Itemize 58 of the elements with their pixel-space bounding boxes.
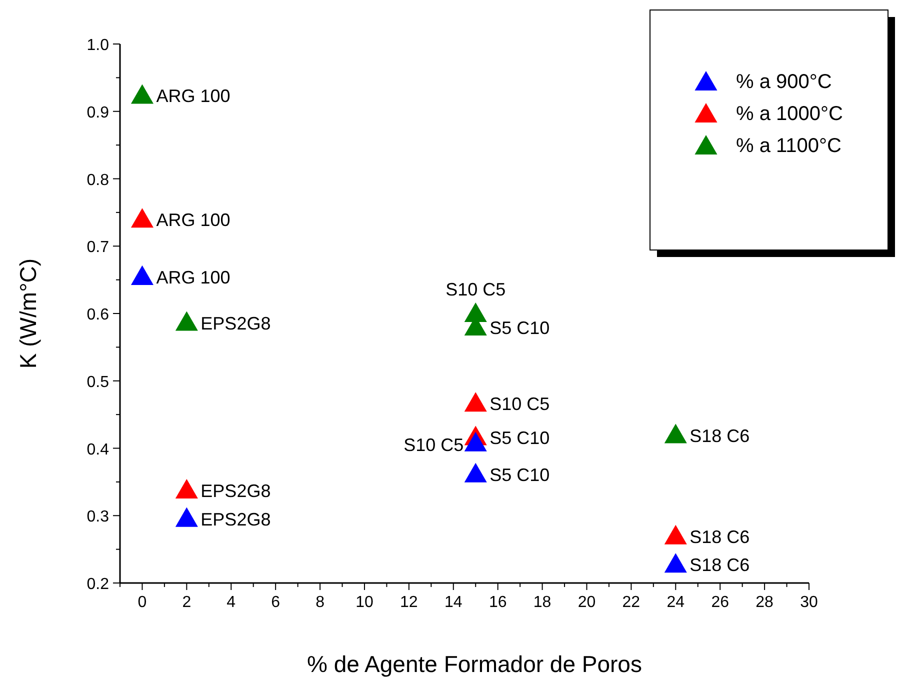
- x-tick-label: 20: [578, 594, 596, 611]
- y-axis-title: K (W/m°C): [15, 258, 41, 369]
- annotation: ARG 100: [156, 86, 230, 106]
- legend-label: % a 900°C: [736, 71, 832, 93]
- annotation: S10 C5: [446, 280, 506, 300]
- point: [464, 432, 487, 452]
- x-tick-label: 30: [800, 594, 818, 611]
- annotation: S5 C10: [490, 464, 550, 485]
- point: [664, 424, 687, 444]
- annotation: S10 C5: [490, 394, 550, 414]
- x-tick-label: 2: [182, 594, 192, 611]
- point: [130, 265, 154, 285]
- point: [175, 479, 198, 499]
- y-tick-label: 0.8: [86, 172, 110, 189]
- point: [175, 507, 198, 527]
- x-tick-label: 26: [711, 594, 730, 611]
- x-tick-label: 28: [756, 594, 774, 611]
- point: [464, 302, 487, 322]
- annotation: S18 C6: [690, 426, 750, 446]
- y-tick-label: 0.5: [86, 374, 110, 391]
- y-tick-label: 0.3: [86, 508, 110, 526]
- x-tick-label: 14: [444, 594, 462, 611]
- x-tick-label: 0: [138, 594, 147, 611]
- point: [130, 84, 154, 104]
- annotation: ARG 100: [156, 267, 230, 288]
- point: [664, 553, 687, 573]
- y-tick-label: 0.6: [86, 306, 110, 324]
- legend-label: % a 1100°C: [736, 135, 842, 157]
- y-tick-label: 0.7: [86, 239, 110, 256]
- annotation: S18 C6: [690, 526, 750, 547]
- y-tick-label: 1.0: [86, 37, 110, 54]
- x-tick-label: 12: [400, 594, 418, 611]
- annotation: S5 C10: [490, 318, 550, 338]
- y-tick-label: 0.2: [86, 576, 110, 593]
- x-tick-label: 18: [533, 594, 552, 611]
- y-tick-label: 0.9: [86, 104, 110, 122]
- annotation: S10 C5: [404, 434, 464, 455]
- point: [664, 524, 687, 544]
- annotation: S5 C10: [490, 428, 550, 448]
- point: [464, 462, 487, 482]
- annotation: EPS2G8: [200, 509, 271, 530]
- point: [464, 392, 487, 412]
- point: [175, 311, 198, 331]
- annotation: ARG 100: [156, 210, 230, 230]
- x-tick-label: 16: [488, 594, 507, 611]
- x-tick-label: 22: [622, 594, 640, 611]
- y-tick-label: 0.4: [86, 441, 110, 458]
- x-tick-label: 24: [666, 594, 685, 611]
- x-tick-label: 6: [271, 594, 280, 611]
- x-tick-label: 10: [356, 594, 374, 611]
- x-tick-label: 8: [316, 594, 325, 611]
- legend-label: % a 1000°C: [736, 103, 843, 125]
- point: [130, 208, 154, 228]
- annotation: EPS2G8: [200, 313, 271, 334]
- x-tick-label: 4: [226, 594, 236, 611]
- annotation: S18 C6: [690, 555, 750, 576]
- annotation: EPS2G8: [200, 481, 271, 502]
- x-axis-title: % de Agente Formador de Poros: [307, 651, 642, 677]
